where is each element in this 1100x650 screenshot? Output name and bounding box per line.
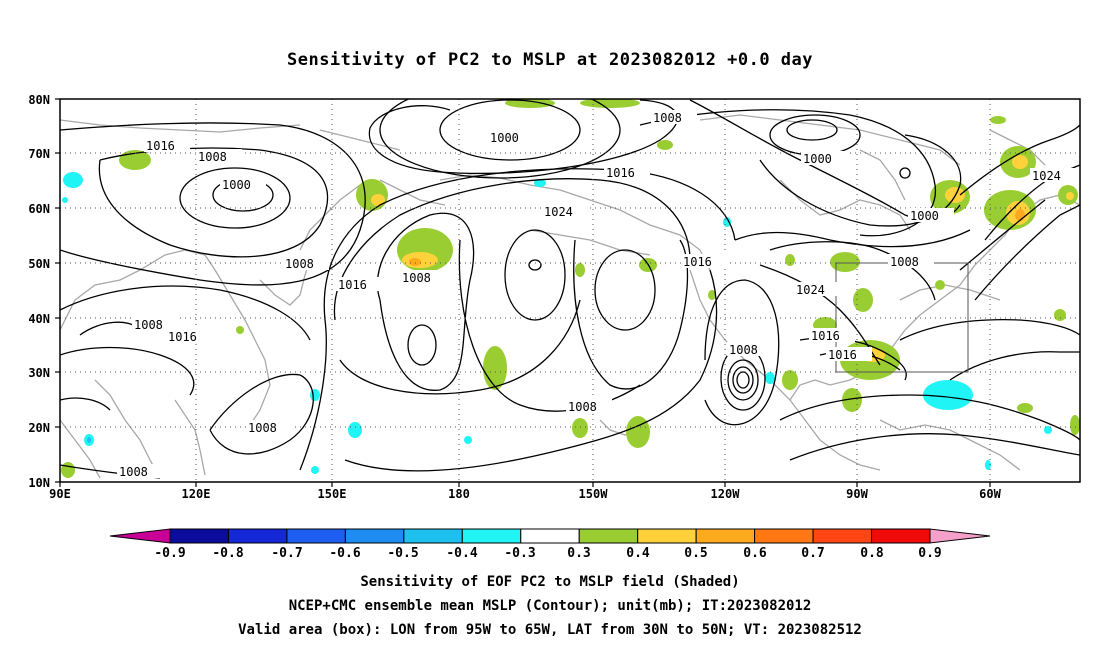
lon-label: 120E xyxy=(182,487,211,501)
colorbar-swatch xyxy=(286,528,346,544)
colorbar-swatch xyxy=(754,528,814,544)
colorbar-swatch xyxy=(520,528,580,544)
contour-label: 1008 xyxy=(402,271,431,285)
lat-label: 40N xyxy=(28,312,50,326)
colorbar-label: -0.6 xyxy=(329,546,360,561)
contour-label: 1016 xyxy=(146,139,175,153)
colorbar-right-tip xyxy=(929,528,991,544)
colorbar-swatch xyxy=(637,528,697,544)
colorbar-label: 0.7 xyxy=(801,546,824,561)
colorbar-label: -0.8 xyxy=(212,546,243,561)
contour-label: 1024 xyxy=(1032,169,1061,183)
map-title: Sensitivity of PC2 to MSLP at 2023082012… xyxy=(286,50,813,70)
contour-label-group: 1016 1008 1000 1000 1008 1000 1016 1024 … xyxy=(117,110,1076,479)
colorbar-swatch xyxy=(578,528,639,544)
contour-label: 1000 xyxy=(222,178,251,192)
contour-label: 1016 xyxy=(338,278,367,292)
colorbar-swatch xyxy=(403,528,463,544)
lon-label: 150E xyxy=(318,487,347,501)
colorbar-label: -0.9 xyxy=(154,546,185,561)
contour-label: 1016 xyxy=(811,329,840,343)
latitude-labels: 80N 70N 60N 50N 40N 30N 20N 10N xyxy=(28,93,50,490)
contour-label: 1008 xyxy=(134,318,163,332)
contour-label: 1008 xyxy=(119,465,148,479)
caption-line-2: NCEP+CMC ensemble mean MSLP (Contour); u… xyxy=(288,598,812,614)
lat-label: 70N xyxy=(28,147,50,161)
colorbar-swatch xyxy=(344,528,405,544)
plot-frame xyxy=(59,98,1081,483)
colorbar-label: 0.6 xyxy=(743,546,767,561)
colorbar-label: 0.3 xyxy=(567,546,590,561)
colorbar-swatch xyxy=(227,528,288,544)
contour-label: 1008 xyxy=(890,255,919,269)
colorbar: -0.9 -0.8 -0.7 -0.6 -0.5 -0.4 -0.3 0.3 0… xyxy=(109,528,991,561)
contour-label: 1008 xyxy=(285,257,314,271)
mslp-contours xyxy=(60,99,1080,479)
axis-ticks xyxy=(55,98,991,487)
lon-label: 180 xyxy=(448,487,470,501)
contour-label: 1016 xyxy=(683,255,712,269)
colorbar-swatch xyxy=(169,528,229,544)
colorbar-label: 0.5 xyxy=(684,546,707,561)
contour-label: 1016 xyxy=(168,330,197,344)
colorbar-swatch xyxy=(461,528,522,544)
colorbar-swatch xyxy=(695,528,756,544)
colorbar-label: -0.3 xyxy=(504,546,535,561)
lon-label: 90W xyxy=(846,487,868,501)
caption-line-3: Valid area (box): LON from 95W to 65W, L… xyxy=(238,622,862,638)
caption-line-1: Sensitivity of EOF PC2 to MSLP field (Sh… xyxy=(360,574,740,590)
contour-label: 1024 xyxy=(544,205,573,219)
lat-label: 80N xyxy=(28,93,50,107)
lat-label: 30N xyxy=(28,366,50,380)
colorbar-label: -0.7 xyxy=(271,546,302,561)
contour-label: 1000 xyxy=(490,131,519,145)
contour-label: 1016 xyxy=(606,166,635,180)
colorbar-label: 0.4 xyxy=(626,546,650,561)
lon-label: 150W xyxy=(579,487,609,501)
contour-label: 1008 xyxy=(198,150,227,164)
colorbar-label: -0.4 xyxy=(446,546,477,561)
lon-label: 60W xyxy=(979,487,1001,501)
lat-label: 60N xyxy=(28,202,50,216)
colorbar-label: -0.5 xyxy=(387,546,418,561)
lon-label: 120W xyxy=(711,487,741,501)
lat-label: 10N xyxy=(28,476,50,490)
colorbar-label: 0.9 xyxy=(918,546,941,561)
contour-label: 1016 xyxy=(828,348,857,362)
colorbar-labels: -0.9 -0.8 -0.7 -0.6 -0.5 -0.4 -0.3 0.3 0… xyxy=(154,546,941,561)
lat-label: 20N xyxy=(28,421,50,435)
contour-label: 1024 xyxy=(796,283,825,297)
contour-label: 1000 xyxy=(910,209,939,223)
colorbar-swatch xyxy=(871,528,931,544)
lon-label: 90E xyxy=(49,487,71,501)
lat-label: 50N xyxy=(28,257,50,271)
longitude-labels: 90E 120E 150E 180 150W 120W 90W 60W xyxy=(49,487,1001,501)
contour-label: 1000 xyxy=(803,152,832,166)
contour-label: 1008 xyxy=(568,400,597,414)
contour-label: 1008 xyxy=(653,111,682,125)
contour-label: 1008 xyxy=(248,421,277,435)
colorbar-swatch xyxy=(812,528,873,544)
colorbar-label: 0.8 xyxy=(860,546,884,561)
colorbar-left-tip xyxy=(109,528,171,544)
contour-label: 1008 xyxy=(729,343,758,357)
